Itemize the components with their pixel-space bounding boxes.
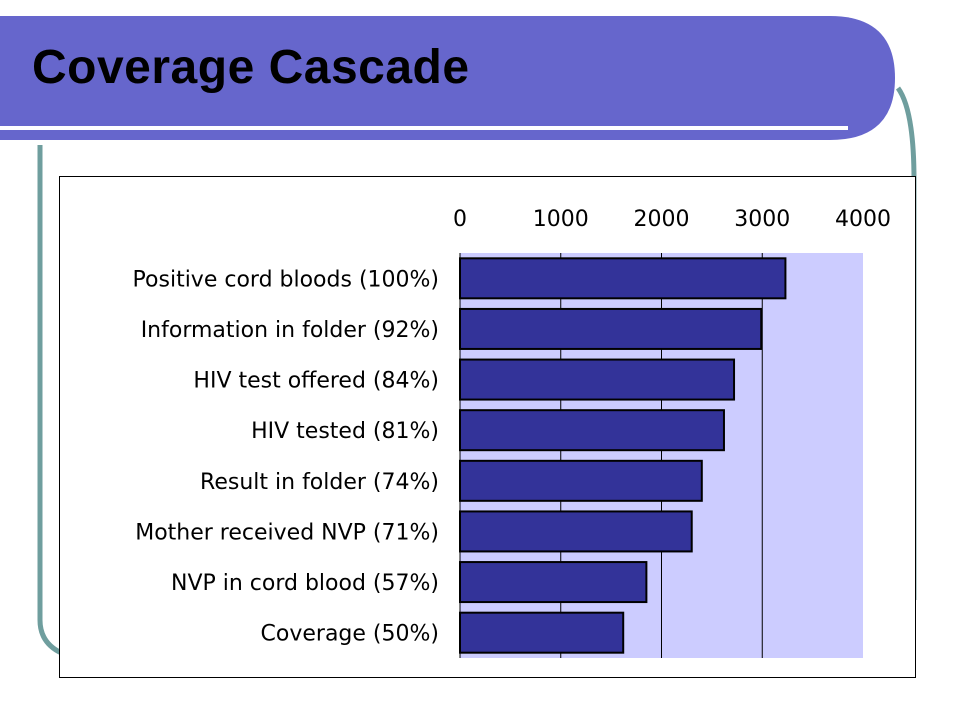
bar: [459, 459, 703, 502]
x-tick-label: 0: [453, 207, 467, 232]
category-label: HIV test offered (84%): [193, 369, 439, 394]
bar: [459, 257, 787, 300]
bar: [459, 561, 648, 604]
bar: [459, 358, 736, 401]
slide-title: Coverage Cascade: [32, 41, 470, 94]
chart-container: 0 1000 2000 3000 4000 Positive cord bloods (1…: [59, 176, 916, 678]
x-tick-label: 1000: [533, 207, 589, 232]
bar-chart: 0 1000 2000 3000 4000 Positive cord bloods (1…: [133, 207, 891, 658]
category-label: HIV tested (81%): [251, 419, 439, 444]
bar: [459, 307, 763, 350]
category-label: Result in folder (74%): [200, 470, 439, 495]
x-tick-label: 4000: [835, 207, 891, 232]
category-label: Mother received NVP (71%): [135, 520, 439, 545]
x-tick-label: 2000: [634, 207, 690, 232]
bar: [459, 611, 625, 654]
x-tick-label: 3000: [734, 207, 790, 232]
bar: [459, 409, 725, 452]
bar: [459, 510, 693, 553]
title-banner: [0, 16, 895, 140]
category-label: Information in folder (92%): [141, 318, 439, 343]
title-rule: [0, 126, 848, 130]
category-label: Coverage (50%): [261, 622, 439, 647]
category-label: Positive cord bloods (100%): [133, 267, 439, 292]
category-label: NVP in cord blood (57%): [171, 571, 439, 596]
